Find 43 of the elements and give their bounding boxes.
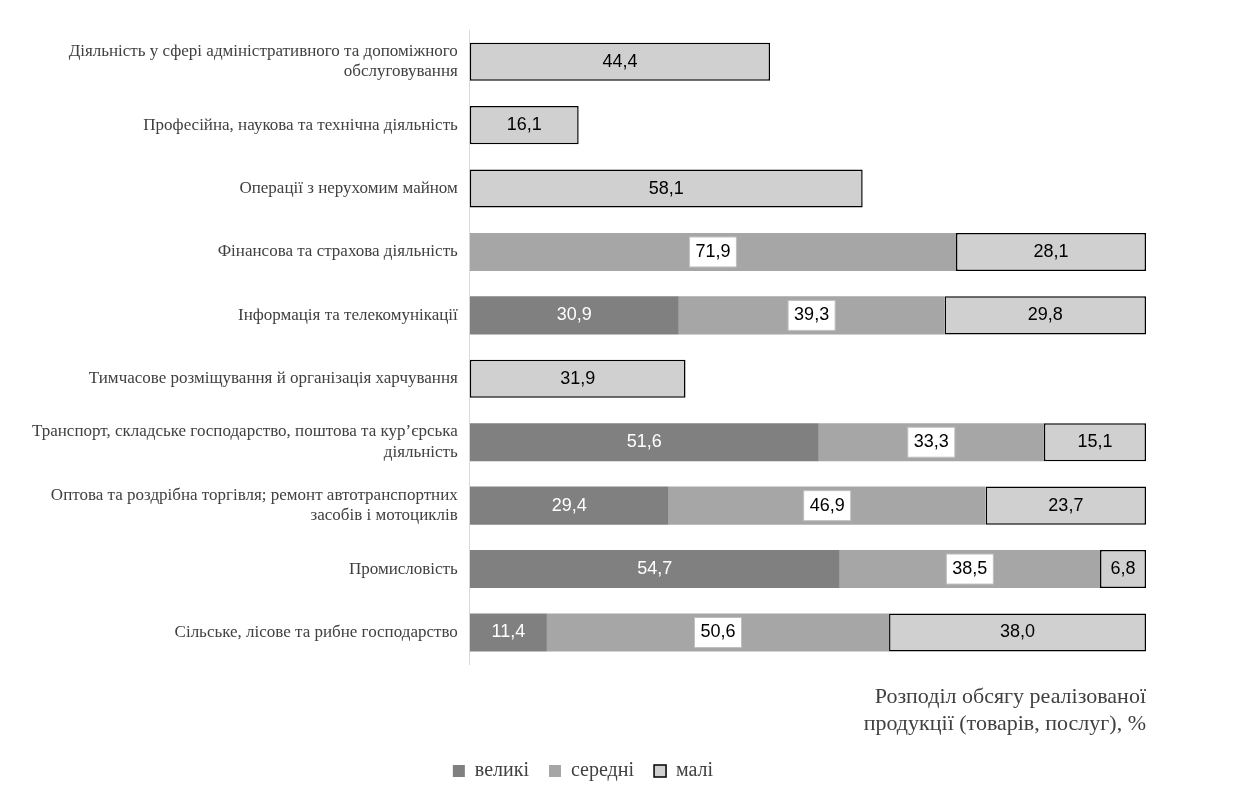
legend-label: середні [571, 758, 635, 782]
bar [469, 423, 819, 462]
y-tick-label: Транспорт, складське господарство, поштова та кур’єрська діяльність [31, 421, 459, 461]
legend-label: малі [676, 758, 714, 781]
legend-label: великі [474, 758, 530, 781]
data-label: 46,9 [809, 494, 845, 515]
bar [469, 613, 547, 652]
y-tick-label: Інформація та телекомунікації [238, 304, 459, 324]
data-label: 6,8 [1110, 558, 1136, 579]
data-label: 38,0 [1000, 621, 1036, 642]
y-tick-label: Професійна, наукова та технічна діяльність [143, 114, 459, 134]
data-label: 58,1 [648, 177, 684, 198]
data-label: 54,7 [637, 558, 673, 579]
data-label: 50,6 [700, 621, 736, 642]
data-label: 29,4 [551, 494, 587, 515]
bar [668, 486, 986, 525]
data-label: 11,4 [491, 621, 526, 642]
y-tick-label: Промисловість [348, 558, 459, 578]
data-label: 29,8 [1027, 304, 1063, 325]
bar [469, 296, 679, 335]
y-tick-label: Тимчасове розміщування й організація харчування [88, 368, 458, 388]
bar [469, 232, 956, 271]
bar [546, 613, 890, 652]
data-label: 15,1 [1077, 431, 1113, 452]
bar [469, 550, 840, 589]
data-label: 71,9 [695, 240, 731, 261]
bar [469, 486, 669, 525]
data-label: 51,6 [626, 431, 662, 452]
data-label: 30,9 [556, 304, 592, 325]
y-tick-label: Операції з нерухомим майном [239, 178, 459, 198]
data-label: 33,3 [913, 431, 949, 452]
x-axis-title: Розподіл обсягу реалізованої продукції (товарів, послуг), % [863, 683, 1147, 735]
data-label: 23,7 [1048, 494, 1084, 515]
y-tick-label: Діяльність у сфері адміністративного та допоміжного обслуговування [68, 40, 458, 81]
y-tick-label: Оптова та роздрібна торгівля; ремонт автотранспортних засобів і мотоциклів [50, 484, 459, 525]
data-label: 31,9 [560, 367, 596, 388]
data-label: 38,5 [952, 558, 988, 579]
y-tick-label: Фінансова та страхова діяльність [217, 241, 459, 261]
data-label: 44,4 [602, 50, 638, 71]
y-tick-label: Сільське, лісове та рибне господарство [174, 621, 458, 641]
data-label: 39,3 [794, 304, 830, 325]
data-label: 16,1 [506, 114, 542, 135]
data-label: 28,1 [1033, 240, 1069, 261]
